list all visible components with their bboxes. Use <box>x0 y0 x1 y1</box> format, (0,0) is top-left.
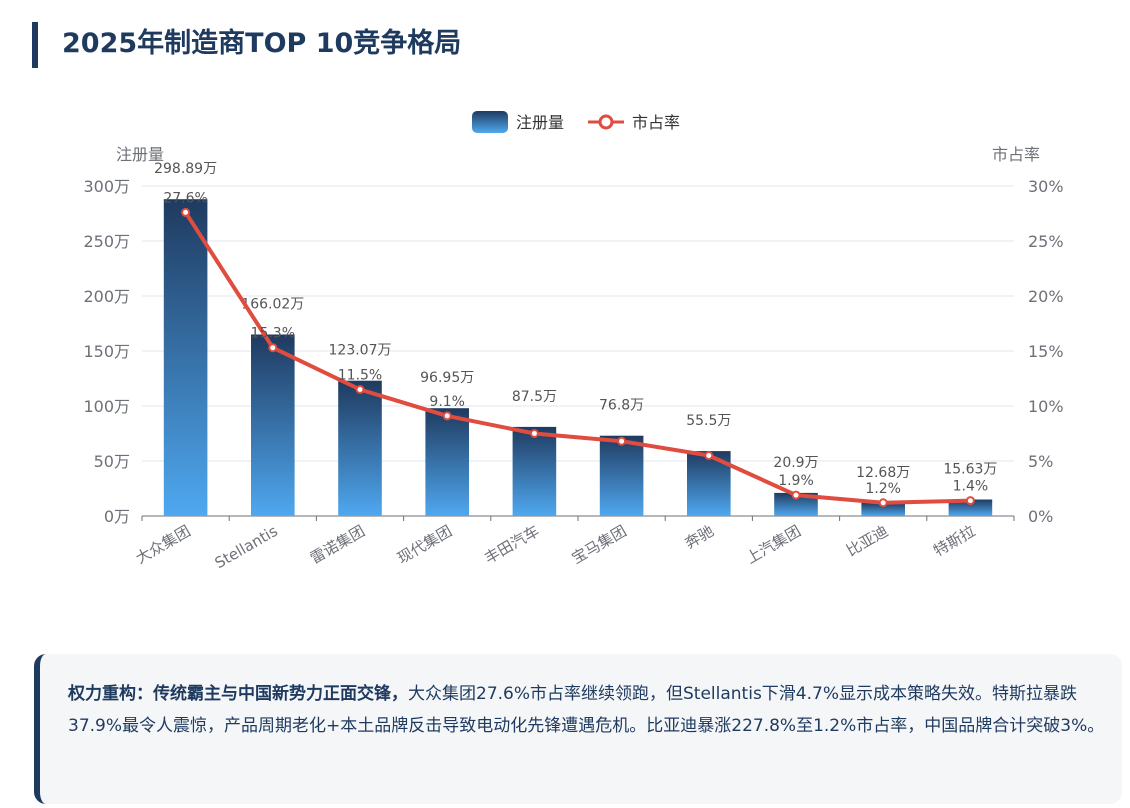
bar <box>774 492 818 516</box>
bar <box>861 502 905 516</box>
bar-value-label: 87.5万 <box>512 389 557 405</box>
x-tick-label: 奔驰 <box>682 522 717 553</box>
legend-line-marker <box>598 114 614 130</box>
y-left-tick-label: 200万 <box>83 287 130 306</box>
y-right-tick-label: 5% <box>1028 452 1053 471</box>
share-value-label: 15.3% <box>251 326 295 342</box>
x-tick-label: 丰田汽车 <box>481 522 542 568</box>
bar-value-label: 76.8万 <box>599 398 644 414</box>
share-point <box>268 343 278 353</box>
page-title: 2025年制造商TOP 10竞争格局 <box>62 28 462 59</box>
y-right-tick-label: 15% <box>1028 342 1064 361</box>
bar <box>425 408 469 516</box>
share-point <box>965 496 975 506</box>
share-point <box>704 451 714 460</box>
share-value-label: 9.1% <box>429 394 465 410</box>
bar <box>251 334 295 516</box>
share-value-label: 1.2% <box>865 481 901 497</box>
note-heading: 权力重构：传统霸主与中国新势力正面交锋， <box>68 684 408 704</box>
y-left-tick-label: 300万 <box>83 177 130 196</box>
x-tick-label: 现代集团 <box>394 522 455 568</box>
share-line <box>183 211 971 505</box>
legend-bar-swatch <box>472 111 508 133</box>
share-point <box>617 436 627 446</box>
bar-value-label: 96.95万 <box>420 370 474 386</box>
y-left-tick-label: 0万 <box>104 507 130 526</box>
x-tick-label: 雷诺集团 <box>307 522 368 568</box>
note-body: 大众集团27.6%市占率继续领跑，但Stellantis下滑4.7%显示成本策略… <box>68 684 1105 736</box>
x-tick-label: 大众集团 <box>133 522 194 568</box>
bar-value-label: 298.89万 <box>154 161 217 177</box>
share-value-label: 11.5% <box>338 368 382 384</box>
x-tick-label: 特斯拉 <box>930 522 978 560</box>
y-left-tick-label: 250万 <box>83 232 130 251</box>
bar <box>599 435 644 516</box>
y-left-axis-title: 注册量 <box>116 145 164 164</box>
insight-note: 权力重构：传统霸主与中国新势力正面交锋，大众集团27.6%市占率继续领跑，但St… <box>34 654 1122 804</box>
y-right-tick-label: 25% <box>1028 232 1064 251</box>
y-right-tick-label: 30% <box>1028 177 1064 196</box>
bar-value-label: 55.5万 <box>686 413 731 429</box>
bar <box>512 426 557 516</box>
title-bar: 2025年制造商TOP 10竞争格局 <box>32 22 461 68</box>
x-tick-label: Stellantis <box>212 522 281 572</box>
share-point <box>878 498 888 508</box>
bar <box>163 199 208 516</box>
bar <box>948 499 993 516</box>
share-value-label: 1.4% <box>953 479 989 495</box>
y-left-tick-label: 50万 <box>94 452 130 471</box>
legend-line-label: 市占率 <box>632 113 680 132</box>
share-value-label: 1.9% <box>778 473 814 489</box>
y-left-tick-label: 150万 <box>83 342 130 361</box>
x-tick-label: 宝马集团 <box>569 522 630 568</box>
legend-bar-label: 注册量 <box>516 113 564 132</box>
bar-value-label: 123.07万 <box>329 343 392 359</box>
share-point <box>181 207 191 217</box>
y-right-tick-label: 10% <box>1028 397 1064 416</box>
y-right-tick-label: 20% <box>1028 287 1064 306</box>
share-point <box>529 429 539 438</box>
share-point <box>355 385 365 394</box>
bar-value-label: 20.9万 <box>773 455 818 471</box>
y-left-tick-label: 100万 <box>83 397 130 416</box>
share-point <box>442 411 452 421</box>
share-point <box>791 490 801 500</box>
x-tick-label: 比亚迪 <box>843 522 891 560</box>
bar-value-label: 15.63万 <box>943 462 997 478</box>
bar <box>338 380 382 516</box>
x-tick-label: 上汽集团 <box>743 522 804 568</box>
y-right-axis-title: 市占率 <box>992 145 1040 164</box>
bar-value-label: 166.02万 <box>241 297 304 313</box>
share-value-label: 27.6% <box>163 190 207 206</box>
bar-value-label: 12.68万 <box>856 465 910 481</box>
chart: 0万 0% 50万 5% 100万 10% 150万 15% 200万 20% 250万 25% 300… <box>83 111 1064 572</box>
y-right-tick-label: 0% <box>1028 507 1053 526</box>
